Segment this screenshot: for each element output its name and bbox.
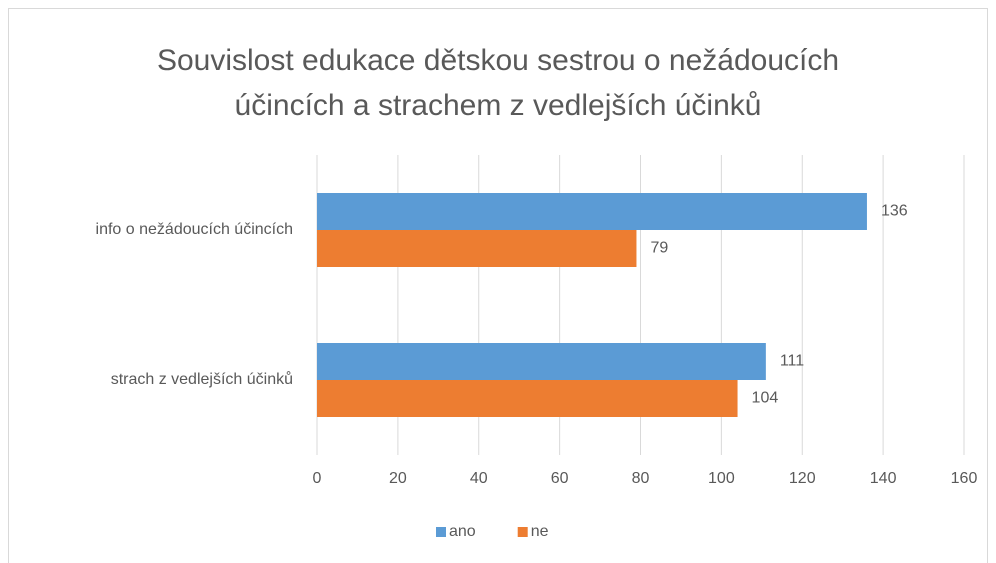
bar [317, 343, 766, 380]
legend-label: ano [449, 523, 476, 540]
chart-title: účincích a strachem z vedlejších účinků [235, 89, 762, 122]
y-tick-label: info o nežádoucích účincích [96, 221, 293, 238]
legend-swatch [517, 527, 528, 537]
x-tick-label: 160 [951, 470, 978, 487]
x-tick-label: 0 [313, 470, 322, 487]
data-label: 104 [752, 390, 779, 407]
x-tick-label: 140 [870, 470, 897, 487]
x-tick-label: 60 [551, 470, 569, 487]
x-tick-label: 100 [708, 470, 735, 487]
data-label: 136 [881, 203, 908, 220]
chart-title: Souvislost edukace dětskou sestrou o než… [157, 44, 839, 77]
chart-border [8, 8, 988, 563]
x-tick-label: 120 [789, 470, 816, 487]
x-tick-label: 80 [632, 470, 650, 487]
legend-swatch [436, 527, 446, 537]
y-tick-label: strach z vedlejších účinků [111, 370, 293, 388]
bar [317, 230, 637, 267]
data-label: 79 [650, 240, 668, 257]
legend-label: ne [531, 523, 549, 540]
x-tick-label: 40 [470, 470, 488, 487]
bar [317, 380, 738, 417]
data-label: 111 [780, 353, 804, 370]
x-tick-label: 20 [389, 470, 407, 487]
bar [317, 193, 867, 230]
